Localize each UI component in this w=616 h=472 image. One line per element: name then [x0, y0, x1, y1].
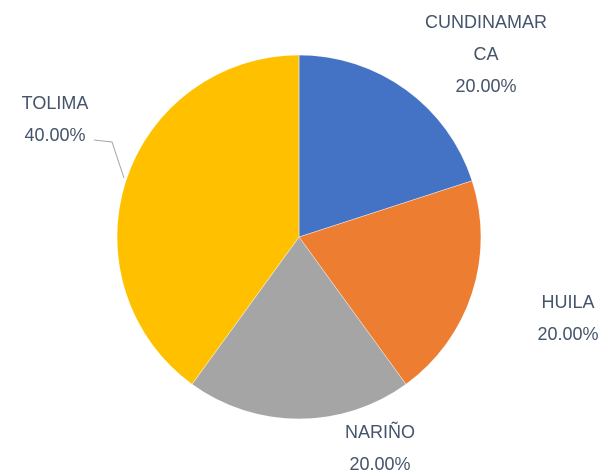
- data-label: TOLIMA 40.00%: [5, 87, 105, 151]
- value-label: 20.00%: [537, 324, 599, 344]
- category-label: HUILA: [541, 292, 595, 312]
- pie-slice: [191, 236, 407, 420]
- leader-line: [93, 139, 125, 179]
- value-label: 20.00%: [455, 76, 517, 96]
- value-label: 20.00%: [349, 454, 411, 472]
- category-label: CUNDINAMARCA: [424, 12, 547, 64]
- pie-slice: [116, 54, 300, 385]
- pie-slice: [298, 180, 482, 385]
- value-label: 40.00%: [24, 125, 86, 145]
- data-label: NARIÑO 20.00%: [330, 416, 430, 472]
- category-label: NARIÑO: [344, 422, 415, 442]
- category-label: TOLIMA: [21, 93, 89, 113]
- pie-slice: [298, 54, 473, 238]
- data-label: CUNDINAMARCA 20.00%: [424, 6, 548, 102]
- data-label: HUILA 20.00%: [520, 286, 616, 350]
